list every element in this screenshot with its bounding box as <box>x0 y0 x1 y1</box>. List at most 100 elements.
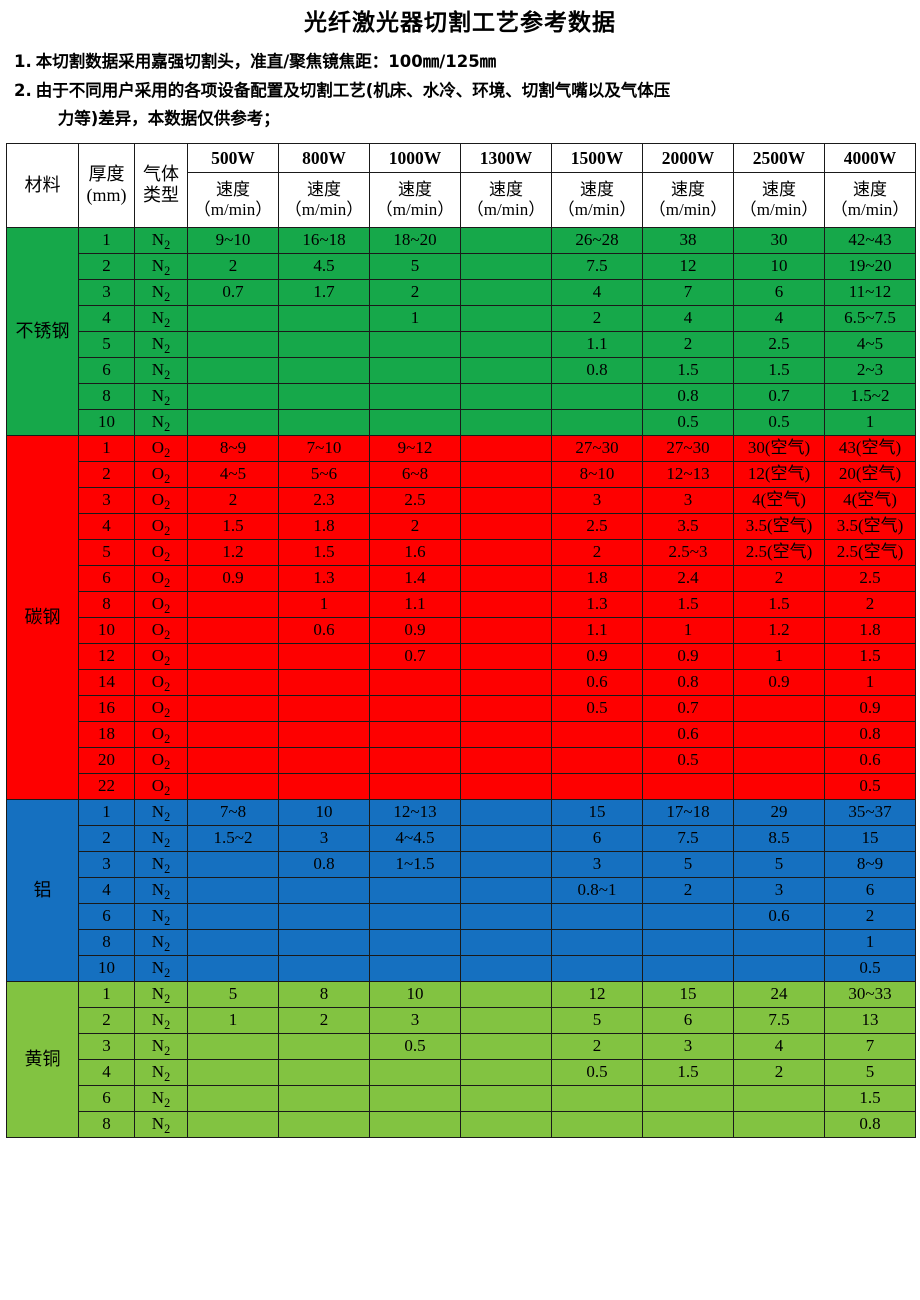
speed-cell-800w: 10 <box>278 798 370 826</box>
speed-cell-2500w: 10 <box>733 252 825 280</box>
speed-cell-1500w: 1.1 <box>551 616 643 644</box>
speed-cell-1300w <box>460 642 552 670</box>
table-row: 3 N2 0.8 1~1.5 3 5 5 8~9 <box>7 850 916 878</box>
speed-cell-4000w: 0.5 <box>824 772 916 800</box>
speed-cell-800w <box>278 876 370 904</box>
header-power-2500w: 2500W <box>733 142 825 173</box>
table-row: 10 O2 0.6 0.9 1.1 1 1.2 1.8 <box>7 616 916 644</box>
speed-cell-2000w: 0.7 <box>642 694 734 722</box>
speed-label: 速度 <box>762 179 796 199</box>
speed-cell-800w: 1.3 <box>278 564 370 592</box>
thickness-cell: 8 <box>78 1110 135 1138</box>
speed-cell-1300w <box>460 694 552 722</box>
table-row: 14 O2 0.6 0.8 0.9 1 <box>7 668 916 696</box>
speed-cell-4000w: 1 <box>824 928 916 956</box>
table-body: 不锈钢 1 N2 9~10 16~18 18~20 26~28 38 30 42~43 2 N2 2 4.… <box>6 226 916 1138</box>
speed-cell-2500w: 30(空气) <box>733 434 825 462</box>
speed-unit: （m/min） <box>284 199 364 219</box>
speed-cell-1500w: 4 <box>551 278 643 306</box>
speed-cell-800w <box>278 642 370 670</box>
speed-cell-1500w <box>551 1110 643 1138</box>
speed-cell-1500w: 1.1 <box>551 330 643 358</box>
speed-cell-1300w <box>460 590 552 618</box>
speed-cell-2500w: 0.7 <box>733 382 825 410</box>
thickness-cell: 4 <box>78 304 135 332</box>
gas-type-cell: N2 <box>134 798 188 826</box>
speed-cell-4000w: 2~3 <box>824 356 916 384</box>
header-power-1300w: 1300W <box>460 142 552 173</box>
speed-cell-800w <box>278 304 370 332</box>
speed-cell-1000w: 0.5 <box>369 1032 461 1060</box>
speed-cell-1500w <box>551 1084 643 1112</box>
speed-cell-500w: 2 <box>187 252 279 280</box>
speed-cell-1300w <box>460 616 552 644</box>
speed-cell-500w: 2 <box>187 486 279 514</box>
gas-type-cell: O2 <box>134 460 188 488</box>
speed-cell-800w <box>278 954 370 982</box>
speed-cell-4000w: 0.5 <box>824 954 916 982</box>
thickness-cell: 8 <box>78 928 135 956</box>
speed-cell-1300w <box>460 460 552 488</box>
gas-type-cell: O2 <box>134 564 188 592</box>
speed-cell-500w: 1.2 <box>187 538 279 566</box>
speed-cell-2000w: 2.4 <box>642 564 734 592</box>
speed-label: 速度 <box>398 179 432 199</box>
speed-cell-4000w: 2 <box>824 590 916 618</box>
thickness-cell: 8 <box>78 590 135 618</box>
header-speed-2500w: 速度 （m/min） <box>733 171 825 228</box>
gas-type-cell: O2 <box>134 590 188 618</box>
speed-cell-800w: 7~10 <box>278 434 370 462</box>
speed-cell-2500w: 4(空气) <box>733 486 825 514</box>
table-row: 4 N2 0.8~1 2 3 6 <box>7 876 916 904</box>
speed-cell-1300w <box>460 252 552 280</box>
speed-cell-1300w <box>460 1110 552 1138</box>
note-text: 本切割数据采用嘉强切割头，准直/聚焦镜焦距：100㎜/125㎜ <box>35 51 497 71</box>
speed-cell-1300w <box>460 1006 552 1034</box>
header-speed-800w: 速度 （m/min） <box>278 171 370 228</box>
speed-cell-1000w <box>369 694 461 722</box>
speed-cell-500w: 5 <box>187 980 279 1008</box>
thickness-cell: 2 <box>78 824 135 852</box>
thickness-cell: 22 <box>78 772 135 800</box>
speed-cell-500w: 8~9 <box>187 434 279 462</box>
speed-cell-2500w: 0.6 <box>733 902 825 930</box>
speed-label: 速度 <box>580 179 614 199</box>
speed-cell-4000w: 6.5~7.5 <box>824 304 916 332</box>
speed-cell-1500w: 7.5 <box>551 252 643 280</box>
speed-label: 速度 <box>489 179 523 199</box>
thickness-cell: 18 <box>78 720 135 748</box>
gas-type-cell: O2 <box>134 642 188 670</box>
speed-cell-1500w: 2 <box>551 304 643 332</box>
table-row: 铝 1 N2 7~8 10 12~13 15 17~18 29 35~37 <box>6 798 916 982</box>
gas-type-cell: N2 <box>134 1006 188 1034</box>
speed-cell-2000w: 0.5 <box>642 746 734 774</box>
table-row: 2 O2 4~5 5~6 6~8 8~10 12~13 12(空气) 20(空气) <box>7 460 916 488</box>
speed-cell-4000w: 1.5 <box>824 642 916 670</box>
thickness-cell: 3 <box>78 1032 135 1060</box>
table-row: 6 N2 0.8 1.5 1.5 2~3 <box>7 356 916 384</box>
speed-cell-1500w: 0.8 <box>551 356 643 384</box>
gas-type-cell: O2 <box>134 538 188 566</box>
speed-cell-1300w <box>460 564 552 592</box>
speed-cell-2000w: 1.5 <box>642 590 734 618</box>
speed-cell-2000w: 2 <box>642 876 734 904</box>
thickness-cell: 2 <box>78 460 135 488</box>
speed-cell-4000w: 7 <box>824 1032 916 1060</box>
gas-type-cell: N2 <box>134 330 188 358</box>
speed-cell-1500w: 12 <box>551 980 643 1008</box>
speed-cell-4000w: 42~43 <box>824 226 916 254</box>
speed-cell-500w <box>187 772 279 800</box>
gas-type-cell: N2 <box>134 408 188 436</box>
thickness-cell: 4 <box>78 1058 135 1086</box>
table-row: 20 O2 0.5 0.6 <box>7 746 916 774</box>
speed-cell-800w <box>278 330 370 358</box>
speed-cell-500w <box>187 304 279 332</box>
speed-unit: （m/min） <box>648 199 728 219</box>
thickness-cell: 3 <box>78 850 135 878</box>
speed-cell-1300w <box>460 434 552 462</box>
speed-unit: （m/min） <box>557 199 637 219</box>
speed-cell-1000w: 2.5 <box>369 486 461 514</box>
table-row: 10 N2 0.5 0.5 1 <box>7 408 916 436</box>
header-speed-1300w: 速度 （m/min） <box>460 171 552 228</box>
speed-cell-500w: 1.5 <box>187 512 279 540</box>
